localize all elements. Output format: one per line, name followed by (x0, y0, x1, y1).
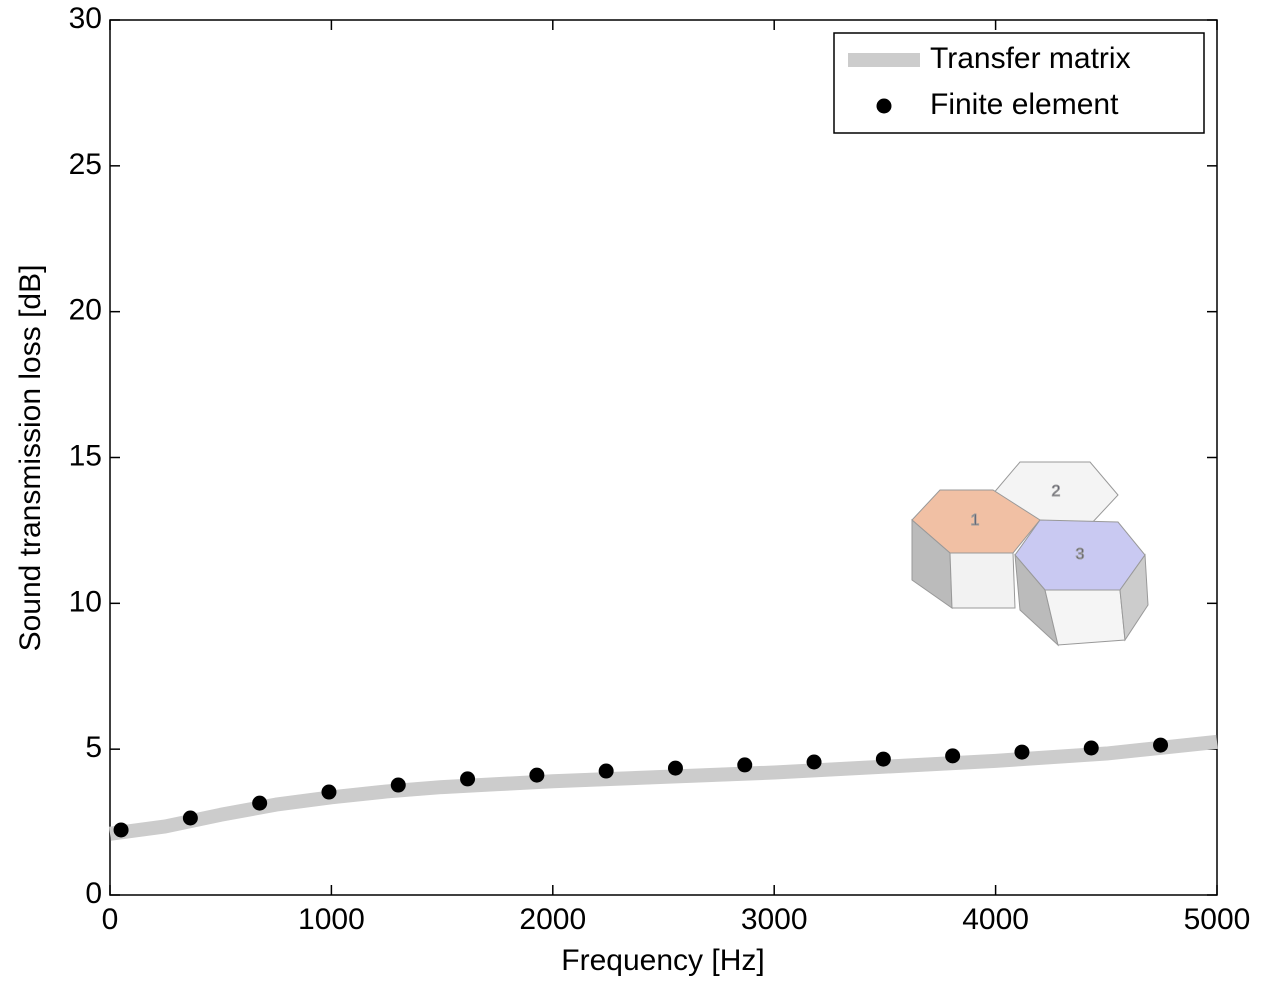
data-point (1083, 740, 1099, 756)
y-tick-label: 5 (85, 731, 102, 764)
data-point (806, 754, 822, 770)
hex-wall (1044, 589, 1126, 646)
data-point (945, 748, 961, 764)
data-point (390, 777, 406, 793)
data-point (113, 822, 129, 838)
data-point (875, 751, 891, 767)
y-tick-label: 25 (69, 148, 102, 181)
data-point (460, 771, 476, 787)
y-tick-label: 10 (69, 585, 102, 618)
legend-label: Transfer matrix (930, 42, 1131, 75)
data-point (737, 757, 753, 773)
inset-figure: 1 2 3 (911, 461, 1149, 647)
legend-swatch (876, 98, 892, 114)
data-point (1153, 737, 1169, 753)
y-tick-label: 15 (69, 439, 102, 472)
data-point (667, 760, 683, 776)
hex-wall (949, 552, 1016, 609)
data-point (1014, 744, 1030, 760)
y-tick-label: 30 (69, 2, 102, 35)
inset-label: 2 (1052, 483, 1061, 500)
data-point (598, 763, 614, 779)
y-tick-label: 0 (85, 877, 102, 910)
plot-frame (109, 19, 1218, 896)
data-point (321, 784, 337, 800)
x-tick-label: 2000 (519, 903, 586, 936)
legend-box (833, 32, 1205, 134)
data-point (529, 767, 545, 783)
y-axis-label: Sound transmission loss [dB] (14, 265, 47, 652)
x-tick-label: 4000 (962, 903, 1029, 936)
data-point (182, 810, 198, 826)
inset-label: 3 (1076, 546, 1085, 563)
legend-label: Finite element (930, 88, 1119, 121)
x-tick-label: 5000 (1184, 903, 1251, 936)
x-tick-label: 1000 (298, 903, 365, 936)
x-axis-label: Frequency [Hz] (561, 944, 764, 977)
inset-label: 1 (971, 512, 980, 529)
data-point (252, 795, 268, 811)
series-line (109, 734, 1218, 841)
x-tick-label: 3000 (741, 903, 808, 936)
x-tick-label: 0 (102, 903, 119, 936)
y-tick-label: 20 (69, 294, 102, 327)
hex-wall (1119, 553, 1149, 642)
